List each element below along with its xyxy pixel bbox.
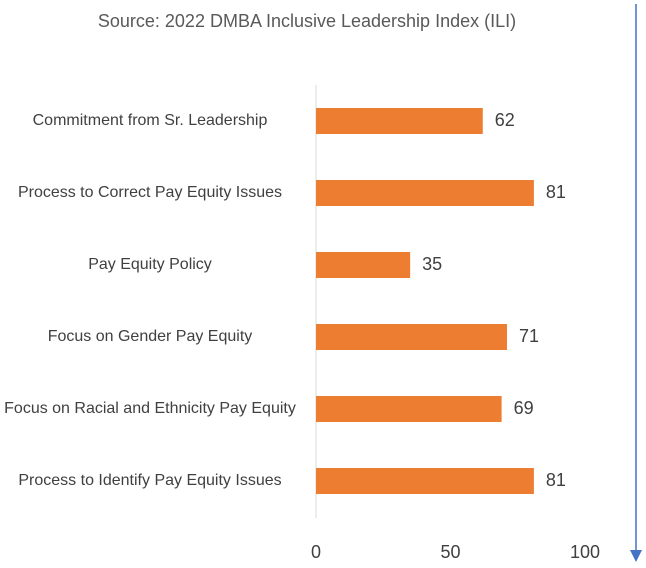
x-tick-label: 100 <box>570 542 600 562</box>
value-label: 81 <box>546 470 566 490</box>
y-tick-label: Process to Identify Pay Equity Issues <box>18 472 282 489</box>
value-label: 62 <box>495 110 515 130</box>
arrow-head <box>630 550 642 562</box>
bar <box>316 396 502 422</box>
y-tick-label: Focus on Gender Pay Equity <box>47 328 253 345</box>
bar <box>316 468 534 494</box>
y-tick-label: Commitment from Sr. Leadership <box>32 112 268 129</box>
chart-title: Source: 2022 DMBA Inclusive Leadership I… <box>97 11 517 31</box>
value-label: 69 <box>514 398 534 418</box>
bar <box>316 180 534 206</box>
y-tick-label: Focus on Racial and Ethnicity Pay Equity <box>4 400 296 417</box>
value-label: 71 <box>519 326 539 346</box>
bar <box>316 252 411 278</box>
y-tick-label: Pay Equity Policy <box>88 256 212 273</box>
x-tick-label: 0 <box>311 542 321 562</box>
value-label: 35 <box>422 254 442 274</box>
x-tick-label: 50 <box>440 542 460 562</box>
bar <box>316 324 507 350</box>
y-tick-label: Process to Correct Pay Equity Issues <box>17 184 283 201</box>
bar <box>316 108 483 134</box>
value-label: 81 <box>546 182 566 202</box>
